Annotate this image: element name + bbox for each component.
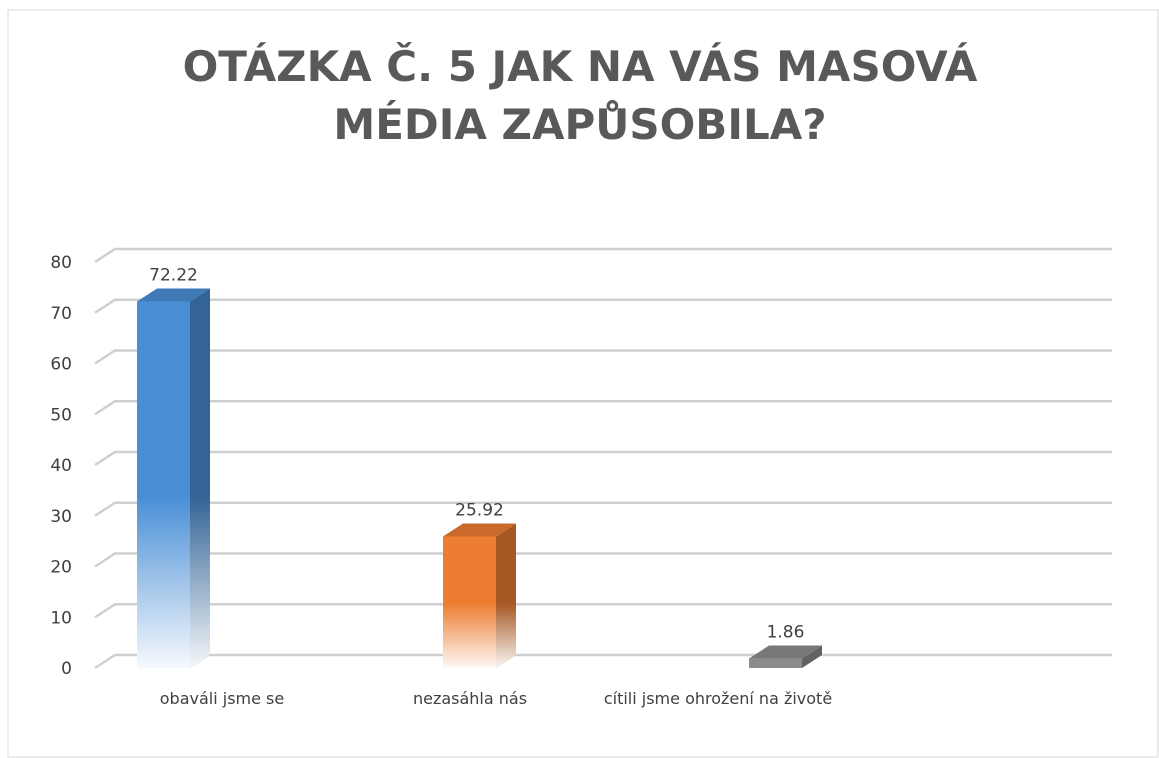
data-label: 1.86: [767, 623, 805, 643]
grid-line: [94, 653, 1112, 670]
grid-line: [94, 603, 1112, 619]
bar: [137, 288, 210, 668]
bar-fade: [443, 523, 516, 668]
y-tick-label: 20: [50, 558, 72, 578]
data-label: 72.22: [149, 265, 198, 285]
grid-line: [94, 298, 1112, 314]
y-tick-label: 0: [61, 659, 72, 679]
y-tick-label: 40: [50, 456, 72, 476]
bar: [443, 523, 516, 668]
bar-top: [749, 645, 822, 659]
grid-line: [94, 247, 1112, 264]
bar-top: [443, 523, 516, 537]
grid-line: [94, 552, 1112, 568]
x-tick-label: cítili jsme ohrožení na životě: [603, 689, 833, 708]
grid-line: [94, 501, 1112, 517]
bar-front: [749, 658, 802, 668]
y-tick-label: 60: [50, 355, 72, 375]
grid-line: [94, 450, 1112, 467]
bar-top: [137, 288, 210, 302]
y-tick-label: 10: [50, 608, 72, 628]
y-tick-label: 30: [50, 507, 72, 527]
data-label: 25.92: [455, 500, 504, 520]
bar: [749, 645, 822, 668]
x-tick-label: obaváli jsme se: [159, 689, 285, 708]
chart-border: [7, 9, 1159, 758]
y-tick-label: 70: [50, 304, 72, 324]
grid-line: [94, 349, 1112, 365]
grid-line: [94, 400, 1112, 416]
x-tick-label: nezasáhla nás: [412, 689, 528, 708]
bar-side: [802, 645, 822, 668]
y-tick-label: 80: [50, 253, 72, 273]
y-tick-label: 50: [50, 405, 72, 425]
bar-fade: [137, 288, 210, 668]
chart-title: OTÁZKA Č. 5 JAK NA VÁS MASOVÁ MÉDIA ZAPŮ…: [182, 42, 978, 149]
